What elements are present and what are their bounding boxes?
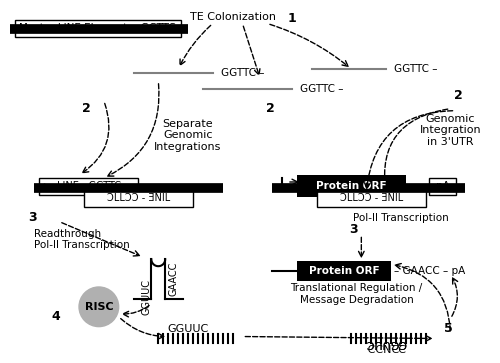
Text: GGUUC: GGUUC <box>366 338 406 348</box>
Text: Genomic
Integration
in 3'UTR: Genomic Integration in 3'UTR <box>420 114 482 147</box>
Text: Separate
Genomic
Integrations: Separate Genomic Integrations <box>154 119 222 152</box>
Text: ƆLLƆƆ - ƎNIL: ƆLLƆƆ - ƎNIL <box>107 193 170 203</box>
FancyBboxPatch shape <box>317 190 426 207</box>
Text: pA: pA <box>436 182 450 191</box>
Text: GAACC: GAACC <box>168 262 178 296</box>
Text: 3: 3 <box>350 223 358 236</box>
Text: 1: 1 <box>288 12 296 25</box>
Text: GGUUC: GGUUC <box>142 279 152 315</box>
Text: 2: 2 <box>82 102 90 115</box>
FancyBboxPatch shape <box>14 20 181 37</box>
Text: RISC: RISC <box>84 302 113 312</box>
Bar <box>297 175 406 197</box>
Text: GGTTC –: GGTTC – <box>394 64 438 74</box>
Text: GGTTC –: GGTTC – <box>220 68 264 78</box>
FancyBboxPatch shape <box>84 190 193 207</box>
Bar <box>297 261 391 281</box>
Text: Master LINE Element  - GGTTC: Master LINE Element - GGTTC <box>20 24 176 33</box>
Text: 2: 2 <box>454 89 463 102</box>
FancyBboxPatch shape <box>40 178 138 195</box>
Text: 2: 2 <box>266 102 274 115</box>
Text: Protein ORF: Protein ORF <box>316 181 386 191</box>
Text: 4: 4 <box>52 310 60 323</box>
Text: TE Colonization: TE Colonization <box>190 12 276 22</box>
Circle shape <box>79 287 118 327</box>
Text: LINE - GGTTC: LINE - GGTTC <box>57 182 121 191</box>
Text: Pol-II Transcription: Pol-II Transcription <box>354 213 449 223</box>
Text: Protein ORF: Protein ORF <box>308 266 380 276</box>
Text: Translational Regulation /
Message Degradation: Translational Regulation / Message Degra… <box>290 283 422 305</box>
Text: ƆƆNƆƆ: ƆƆNƆƆ <box>366 342 406 351</box>
Text: GGUUC: GGUUC <box>168 323 208 334</box>
Text: – GAACC – pA: – GAACC – pA <box>394 266 466 276</box>
Text: 3: 3 <box>28 211 37 224</box>
Text: ƆLLƆƆ - ƎNIL: ƆLLƆƆ - ƎNIL <box>340 193 403 203</box>
FancyBboxPatch shape <box>428 178 456 195</box>
Text: Readthrough
Pol-II Transcription: Readthrough Pol-II Transcription <box>34 229 130 250</box>
Text: GGUUC: GGUUC <box>366 338 406 348</box>
Text: GGTTC –: GGTTC – <box>300 84 344 94</box>
Text: 5: 5 <box>444 322 453 335</box>
